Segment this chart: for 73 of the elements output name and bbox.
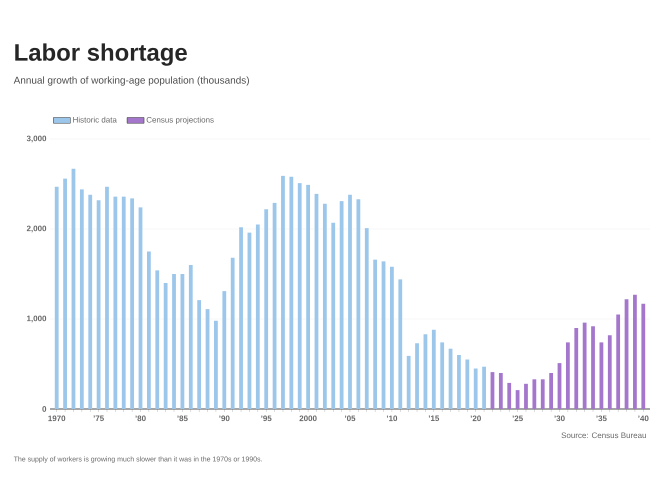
bar: [482, 366, 486, 409]
bar: [356, 199, 360, 409]
bar: [641, 304, 646, 409]
bar: [582, 322, 587, 409]
bar: [348, 194, 352, 409]
bar: [558, 363, 562, 409]
bar: [164, 283, 168, 409]
bar: [314, 194, 318, 409]
bar: [465, 360, 470, 409]
bar: [448, 348, 452, 409]
bar: [364, 228, 369, 409]
bar: [248, 232, 252, 409]
bar: [540, 379, 545, 409]
bar: [566, 342, 570, 409]
bar: [457, 355, 461, 409]
bar: [574, 328, 578, 409]
bar: [289, 176, 294, 409]
bar: [180, 274, 184, 409]
bar: [80, 189, 84, 409]
bar: [474, 368, 478, 409]
bar: [322, 204, 327, 409]
bar: [172, 274, 176, 409]
bar: [432, 330, 436, 409]
chart-title: Labor shortage: [15, 43, 187, 66]
bar: [130, 198, 134, 409]
bar: [113, 196, 118, 409]
bar: [524, 384, 528, 409]
bar: [222, 291, 226, 409]
bar: [306, 184, 310, 409]
bar: [591, 326, 595, 409]
bar: [88, 194, 92, 409]
bar: [72, 168, 76, 409]
bar: [230, 258, 235, 409]
bar: [63, 178, 67, 409]
bar: [516, 390, 520, 409]
bar: [264, 209, 268, 409]
bar: [138, 207, 142, 409]
bar: [122, 196, 126, 409]
chart-subtitle: Annual growth of working-age population (thousands): [14, 76, 249, 86]
bar: [239, 227, 243, 409]
bar: [206, 309, 210, 409]
bar: [373, 260, 378, 409]
bar: [96, 200, 101, 409]
bar: [382, 261, 386, 409]
bar: [298, 183, 302, 409]
bar: [272, 202, 276, 409]
bar: [616, 314, 620, 409]
bar: [146, 252, 151, 409]
bar: [633, 294, 637, 409]
bar: [105, 186, 109, 409]
bar: [54, 186, 59, 409]
bar: [340, 201, 344, 409]
bar: [549, 373, 554, 409]
bar: [331, 222, 336, 409]
bar: [415, 343, 419, 409]
bar: [600, 342, 604, 409]
bar: [507, 382, 512, 409]
bar: [398, 279, 402, 409]
bar: [624, 299, 628, 409]
bar: [406, 356, 411, 409]
bar: [608, 335, 612, 409]
bar: [281, 176, 285, 409]
bar: [498, 373, 503, 409]
bar: [197, 300, 202, 409]
bar: [155, 270, 160, 409]
bar: [490, 372, 494, 409]
bar: [214, 320, 218, 409]
bar: [532, 379, 536, 409]
bar: [256, 224, 260, 409]
bar: [188, 265, 193, 409]
bar: [424, 334, 428, 409]
bar: [390, 266, 394, 409]
bar: [440, 342, 444, 409]
